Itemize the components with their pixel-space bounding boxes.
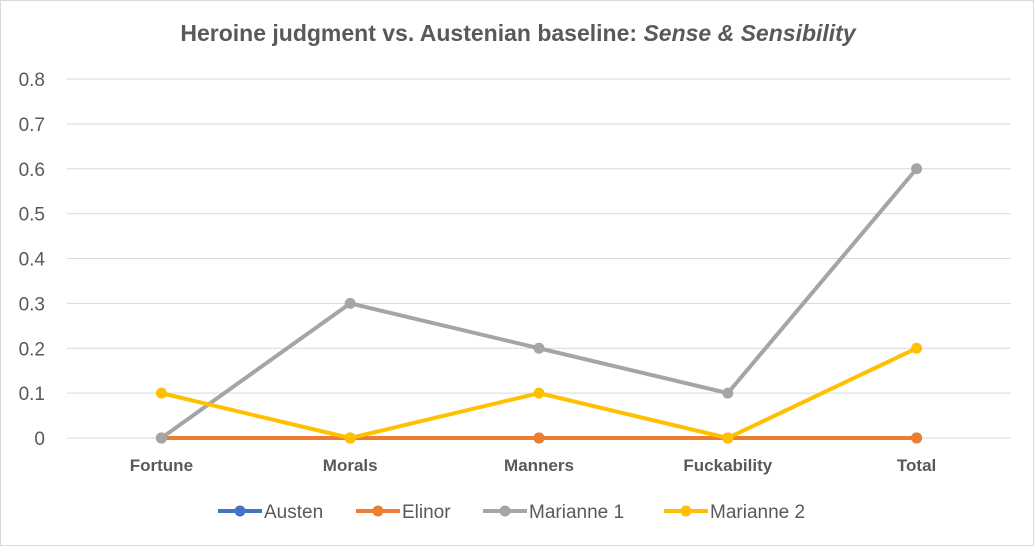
legend: Austen Elinor Marianne 1 Marianne 2 xyxy=(218,502,805,523)
series-marianne-2 xyxy=(155,342,923,444)
series-lines xyxy=(155,163,923,444)
legend-item: Marianne 2 xyxy=(664,502,805,523)
data-point xyxy=(533,342,545,354)
y-tick-label: 0.3 xyxy=(19,294,45,315)
legend-label: Marianne 1 xyxy=(529,502,624,523)
data-point xyxy=(722,387,734,399)
data-point xyxy=(722,432,734,444)
y-tick-label: 0.1 xyxy=(19,384,45,405)
data-point xyxy=(155,387,167,399)
y-tick-label: 0.7 xyxy=(19,115,45,136)
x-axis-ticks: Fortune Morals Manners Fuckability Total xyxy=(130,456,937,475)
legend-item: Elinor xyxy=(356,502,451,523)
gridlines xyxy=(67,78,1011,439)
data-point xyxy=(533,432,545,444)
x-tick-label: Total xyxy=(897,456,936,475)
data-point xyxy=(344,297,356,309)
series-elinor xyxy=(155,432,923,444)
x-tick-label: Fuckability xyxy=(683,456,772,475)
x-tick-label: Manners xyxy=(504,456,574,475)
data-point xyxy=(155,432,167,444)
x-tick-label: Fortune xyxy=(130,456,193,475)
legend-item: Marianne 1 xyxy=(483,502,624,523)
y-axis-ticks: 0 0.1 0.2 0.3 0.4 0.5 0.6 0.7 0.8 xyxy=(19,70,46,450)
series-marianne-1 xyxy=(155,163,923,444)
legend-swatch-marker xyxy=(499,505,511,517)
data-point xyxy=(533,387,545,399)
legend-label: Marianne 2 xyxy=(710,502,805,523)
legend-swatch-marker xyxy=(680,505,692,517)
chart-title-main: Heroine judgment vs. Austenian baseline: xyxy=(180,20,643,46)
legend-swatch-marker xyxy=(234,505,246,517)
y-tick-label: 0.8 xyxy=(19,70,45,91)
y-tick-label: 0.2 xyxy=(19,339,45,360)
chart-title: Heroine judgment vs. Austenian baseline:… xyxy=(180,20,856,46)
legend-label: Austen xyxy=(264,502,323,523)
chart-title-italic: Sense & Sensibility xyxy=(643,20,856,46)
y-tick-label: 0.5 xyxy=(19,205,45,226)
x-tick-label: Morals xyxy=(323,456,378,475)
legend-swatch-marker xyxy=(372,505,384,517)
data-point xyxy=(911,342,923,354)
y-tick-label: 0.4 xyxy=(19,250,46,271)
legend-label: Elinor xyxy=(402,502,451,523)
y-tick-label: 0 xyxy=(34,429,45,450)
y-tick-label: 0.6 xyxy=(19,160,45,181)
data-point xyxy=(911,163,923,175)
data-point xyxy=(911,432,923,444)
legend-item: Austen xyxy=(218,502,323,523)
data-point xyxy=(344,432,356,444)
